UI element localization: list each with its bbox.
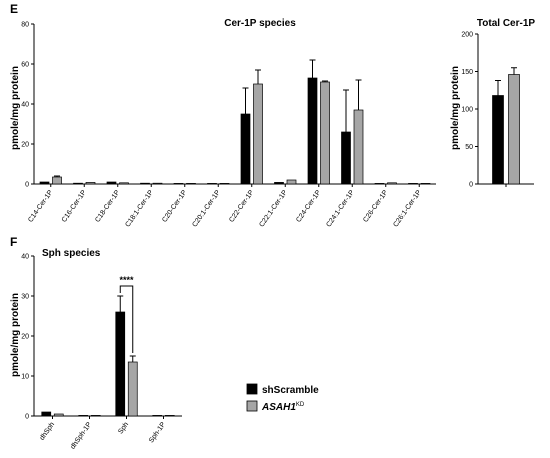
- cer1p-species-chart: Cer-1P species pmole/mg protein 0 20 40 60 8…: [10, 18, 436, 229]
- y-tick-label: 10: [21, 374, 29, 381]
- significance-label: ****: [119, 275, 134, 285]
- bar-cer1p_species-shscramble-0: [39, 181, 50, 185]
- y-tick-label: 80: [21, 22, 29, 29]
- bar-sph_species-asah1kd-2: [127, 361, 138, 417]
- y-tick-label: 40: [21, 102, 29, 109]
- category-label-sph_species-3: Sph-1P: [148, 421, 167, 444]
- total-cer1p-title: Total Cer-1P: [477, 18, 535, 29]
- bar-total_cer1p-asah1kd-0: [508, 74, 520, 185]
- bar-sph_species-shscramble-2: [115, 311, 126, 417]
- bar-cer1p_species-asah1kd-5: [219, 183, 230, 185]
- bar-cer1p_species-asah1kd-7: [286, 179, 297, 185]
- y-tick-label: 20: [21, 334, 29, 341]
- significance-bracket: [119, 285, 134, 353]
- bar-cer1p_species-shscramble-5: [207, 183, 217, 185]
- legend-label-shscramble: shScramble: [262, 385, 319, 396]
- category-label-cer1p_species-0: C14-Cer-1P: [27, 189, 54, 224]
- category-label-cer1p_species-10: C26-Cer-1P: [362, 189, 389, 224]
- category-label-cer1p_species-3: C18:1-Cer-1P: [124, 189, 155, 229]
- bar-sph_species-asah1kd-1: [90, 415, 101, 417]
- category-label-sph_species-1: dhSph-1P: [70, 421, 94, 451]
- bar-cer1p_species-shscramble-1: [73, 182, 83, 185]
- bar-cer1p_species-asah1kd-2: [119, 182, 129, 185]
- bar-cer1p_species-asah1kd-6: [253, 83, 263, 185]
- category-label-cer1p_species-11: C26:1-Cer-1P: [392, 189, 423, 229]
- category-label-sph_species-0: dhSph: [39, 421, 56, 442]
- sph-species-title: Sph species: [42, 248, 101, 259]
- y-tick-label: 200: [461, 32, 473, 39]
- category-label-cer1p_species-5: C20:1-Cer-1P: [191, 189, 222, 229]
- bar-cer1p_species-shscramble-4: [173, 183, 184, 185]
- bar-total_cer1p-shscramble-0: [492, 95, 504, 185]
- y-tick-label: 0: [469, 182, 473, 189]
- category-label-sph_species-2: Sph: [117, 421, 130, 435]
- bar-sph_species-asah1kd-3: [164, 415, 175, 417]
- bar-sph_species-shscramble-1: [78, 415, 89, 417]
- bar-cer1p_species-asah1kd-1: [85, 182, 96, 185]
- total-cer1p-chart: Total Cer-1P pmole/mg protein 0 50 100 150 2…: [450, 18, 535, 189]
- legend: shScramble ASAH1KD: [246, 383, 319, 413]
- y-tick-label: 40: [21, 254, 29, 261]
- category-label-cer1p_species-1: C16-Cer-1P: [61, 189, 88, 224]
- legend-label-asah1kd: ASAH1KD: [261, 402, 305, 413]
- bar-sph_species-shscramble-3: [152, 415, 163, 417]
- bar-cer1p_species-asah1kd-0: [52, 176, 62, 185]
- bar-cer1p_species-asah1kd-3: [152, 182, 163, 185]
- category-label-cer1p_species-6: C22-Cer-1P: [228, 189, 255, 224]
- bar-sph_species-shscramble-0: [41, 411, 52, 417]
- bar-cer1p_species-shscramble-3: [140, 182, 150, 185]
- legend-swatch-asah1kd: [246, 400, 258, 412]
- sph-species-ylabel: pmole/mg protein: [10, 293, 21, 377]
- legend-label-asah1: ASAH1: [261, 402, 296, 413]
- panel-label-e: E: [10, 2, 18, 16]
- y-tick-label: 0: [25, 414, 29, 421]
- bar-cer1p_species-shscramble-10: [374, 183, 385, 185]
- panel-label-f: F: [10, 235, 17, 249]
- y-tick-label: 50: [465, 144, 473, 151]
- bar-cer1p_species-asah1kd-8: [320, 81, 330, 185]
- bar-cer1p_species-asah1kd-11: [420, 183, 431, 185]
- sph-species-chart: Sph species pmole/mg protein 0 10 20 30 40 dh…: [10, 248, 182, 451]
- bar-sph_species-asah1kd-0: [53, 413, 64, 417]
- bar-cer1p_species-shscramble-6: [240, 113, 251, 185]
- y-tick-label: 20: [21, 142, 29, 149]
- total-cer1p-ylabel: pmole/mg protein: [450, 66, 461, 150]
- y-tick-label: 100: [461, 107, 473, 114]
- bar-cer1p_species-shscramble-8: [307, 77, 318, 185]
- bar-cer1p_species-shscramble-9: [341, 131, 351, 185]
- y-tick-label: 0: [25, 182, 29, 189]
- cer1p-species-title: Cer-1P species: [224, 18, 296, 29]
- y-tick-label: 150: [461, 69, 473, 76]
- legend-label-kd-superscript: KD: [296, 402, 305, 408]
- category-label-cer1p_species-7: C22:1-Cer-1P: [258, 189, 289, 229]
- y-tick-label: 60: [21, 62, 29, 69]
- category-label-cer1p_species-9: C24:1-Cer-1P: [325, 189, 356, 229]
- category-label-cer1p_species-4: C20-Cer-1P: [161, 189, 188, 224]
- bar-cer1p_species-shscramble-2: [106, 181, 117, 185]
- category-label-cer1p_species-8: C24-Cer-1P: [295, 189, 322, 224]
- bar-cer1p_species-asah1kd-9: [353, 109, 364, 185]
- category-label-cer1p_species-2: C18-Cer-1P: [94, 189, 121, 224]
- y-tick-label: 30: [21, 294, 29, 301]
- cer1p-species-ylabel: pmole/mg protein: [10, 66, 21, 150]
- legend-swatch-shscramble: [246, 383, 258, 395]
- bar-cer1p_species-shscramble-7: [274, 182, 284, 185]
- bar-cer1p_species-shscramble-11: [408, 183, 418, 185]
- bar-cer1p_species-asah1kd-10: [387, 182, 397, 185]
- bar-cer1p_species-asah1kd-4: [186, 183, 196, 185]
